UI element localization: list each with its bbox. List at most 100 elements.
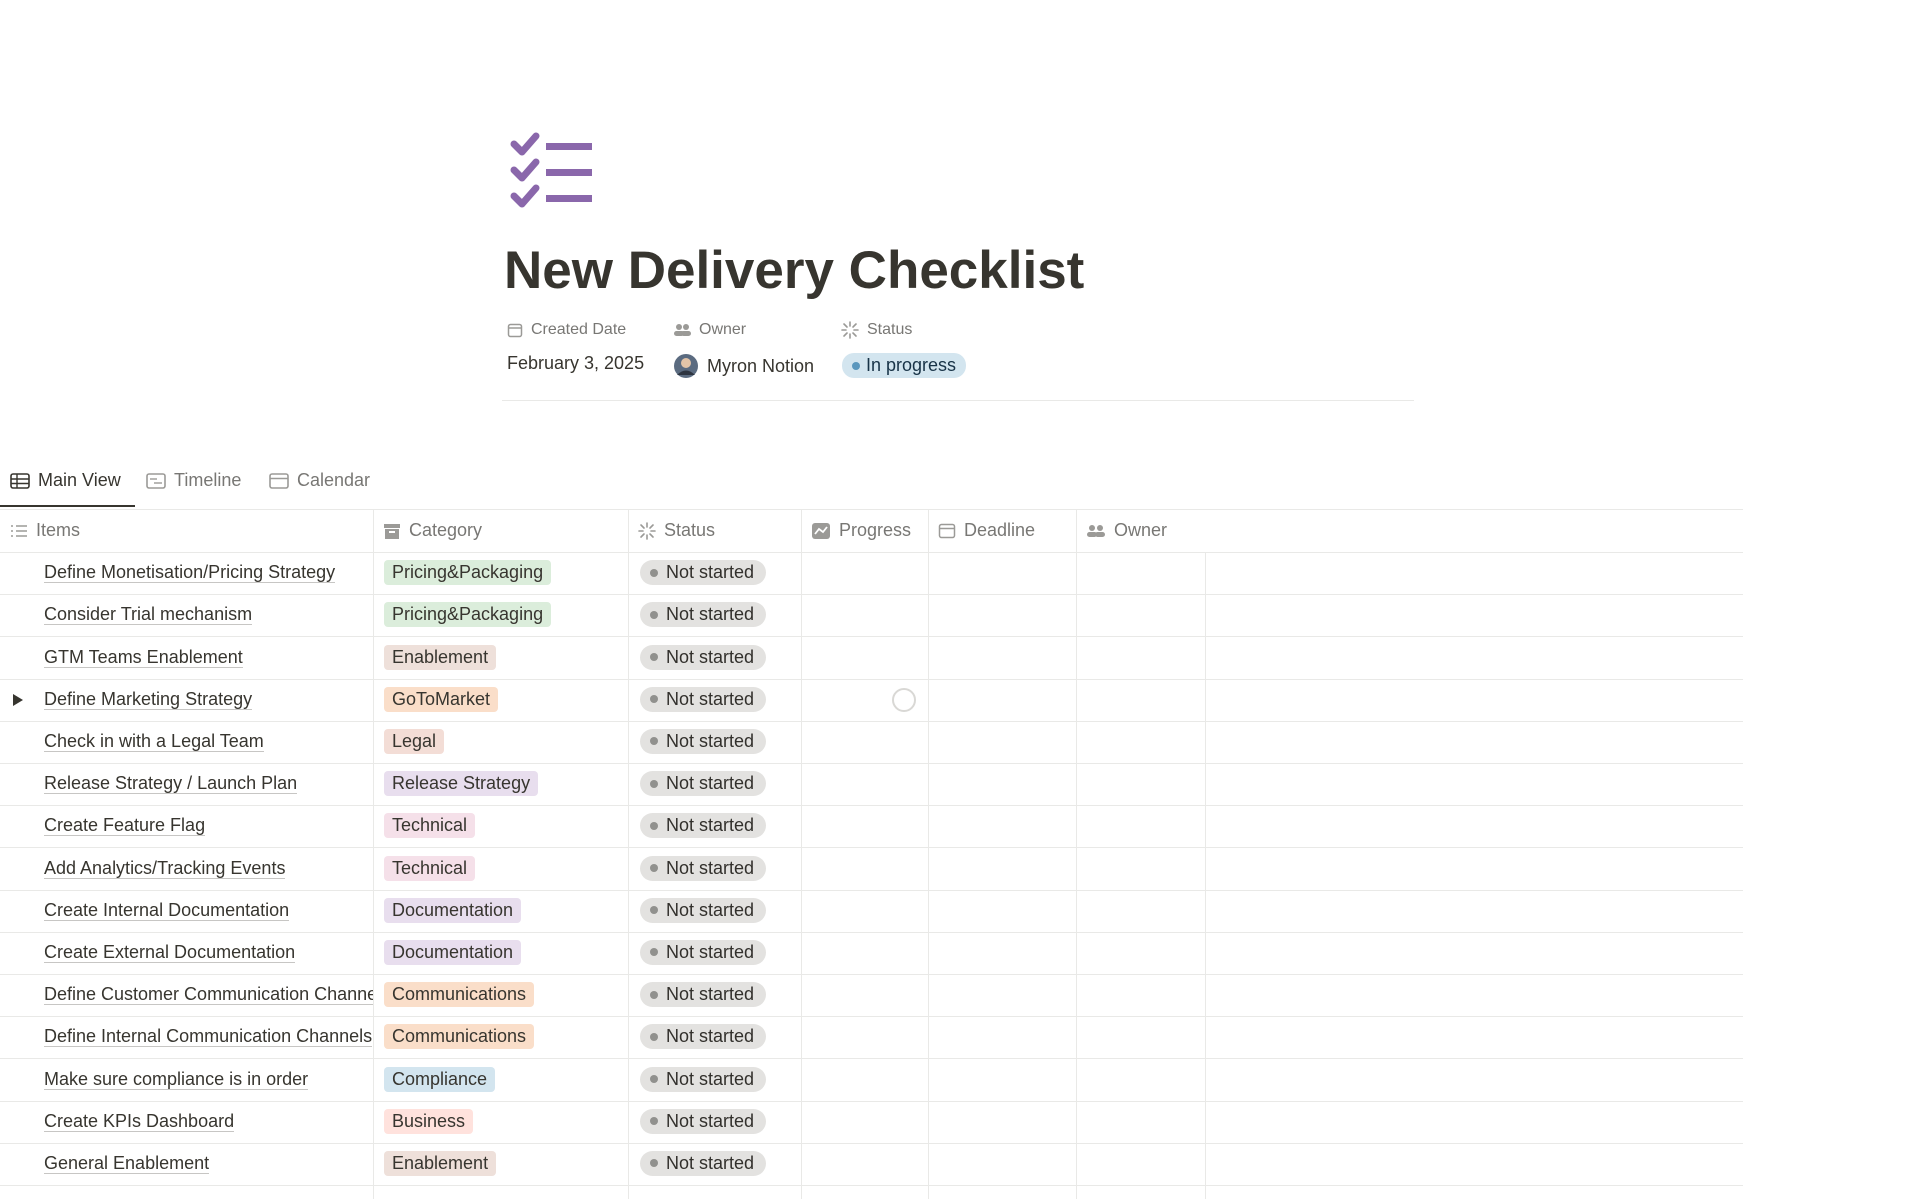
category-tag: Enablement	[384, 1150, 497, 1176]
tab[interactable]: Main View	[10, 470, 121, 491]
status-pill: Not started	[640, 686, 767, 712]
status-pill: Not started	[640, 1024, 767, 1050]
status-text: Not started	[666, 1026, 755, 1047]
status-pill: Not started	[640, 982, 767, 1008]
column-header[interactable]: Owner	[1076, 509, 1205, 552]
status-text: Not started	[666, 1110, 755, 1131]
status-dot	[650, 864, 658, 872]
status-dot	[650, 610, 658, 619]
tab[interactable]: Timeline	[146, 470, 241, 491]
status-pill: Not started	[640, 728, 767, 754]
category-tag: Communications	[384, 1024, 535, 1050]
item-title[interactable]: Check in with a Legal Team	[44, 730, 373, 752]
status-pill: Not started	[640, 897, 767, 923]
item-title[interactable]: Create Internal Documentation	[44, 899, 373, 921]
item-title[interactable]: Define Internal Communication Channels	[44, 1026, 373, 1048]
status-dot	[650, 1075, 658, 1083]
label-text: Owner	[699, 321, 747, 338]
row-divider	[0, 974, 1743, 975]
page-title: New Delivery Checklist	[504, 241, 1085, 300]
separator	[0, 509, 1743, 510]
column-label: Items	[36, 520, 81, 540]
status-dot	[650, 1032, 658, 1041]
item-text: Define Monetisation/Pricing Strategy	[44, 562, 336, 584]
item-title[interactable]: Create KPIs Dashboard	[44, 1110, 373, 1132]
item-title[interactable]: Release Strategy / Launch Plan	[44, 773, 373, 795]
column-icon	[1086, 523, 1106, 539]
status-text: Not started	[666, 815, 755, 836]
item-title[interactable]: Define Customer Communication Channels	[44, 984, 373, 1006]
item-text: Define Marketing Strategy	[44, 688, 253, 710]
divider	[502, 400, 1414, 401]
column-divider	[628, 509, 629, 1199]
item-title[interactable]: Create External Documentation	[44, 941, 373, 963]
category-tag: Business	[384, 1108, 474, 1134]
item-title[interactable]: GTM Teams Enablement	[44, 646, 373, 668]
item-title[interactable]: Make sure compliance is in order	[44, 1068, 373, 1090]
avatar	[674, 354, 698, 378]
item-text: Define Internal Communication Channels	[44, 1026, 373, 1048]
property-value[interactable]: Myron Notion	[673, 353, 814, 379]
status-text: Not started	[666, 773, 755, 794]
status-text: Not started	[666, 1068, 755, 1089]
item-text: General Enablement	[44, 1152, 210, 1174]
row-divider	[0, 720, 1743, 722]
column-header[interactable]: Deadline	[928, 509, 1076, 552]
row-divider	[0, 1185, 1743, 1186]
item-title[interactable]: Define Marketing Strategy	[44, 688, 373, 710]
status-text: Not started	[666, 604, 755, 625]
status-pill: Not started	[640, 855, 767, 881]
status-text: Not started	[666, 688, 755, 709]
item-title[interactable]: Create Feature Flag	[44, 815, 373, 837]
status-text: Not started	[666, 1152, 755, 1173]
status-text: Not started	[666, 899, 755, 920]
status-dot	[650, 1117, 658, 1126]
status-dot	[650, 990, 658, 999]
status-pill: Not started	[640, 1150, 767, 1176]
tab[interactable]: Calendar	[269, 470, 370, 491]
row-divider	[0, 847, 1743, 849]
status-pill: Not started	[640, 602, 767, 628]
column-divider	[373, 509, 374, 1199]
item-title[interactable]: Add Analytics/Tracking Events	[44, 857, 373, 879]
status-dot	[650, 1159, 658, 1168]
label-text: Created Date	[531, 321, 627, 338]
column-header[interactable]: Status	[628, 509, 801, 552]
property-label: Status	[841, 321, 912, 339]
status-text: Not started	[666, 984, 755, 1005]
property-value: February 3, 2025	[507, 353, 644, 374]
row-divider	[0, 889, 1743, 891]
page-icon	[510, 132, 592, 208]
column-header[interactable]: Category	[373, 509, 628, 552]
row-divider	[0, 594, 1743, 596]
row-divider	[0, 552, 1743, 553]
item-title[interactable]: General Enablement	[44, 1152, 373, 1174]
status-pill: Not started	[640, 771, 767, 797]
category-tag: Enablement	[384, 644, 497, 670]
category-tag: Communications	[384, 982, 535, 1008]
status-dot	[650, 737, 658, 746]
row-divider	[0, 1142, 1743, 1144]
expand-toggle[interactable]	[13, 693, 23, 706]
status-dot	[650, 779, 658, 788]
column-label: Status	[664, 520, 716, 540]
status-dot	[650, 568, 658, 577]
status-dot	[650, 821, 658, 830]
column-divider	[801, 509, 802, 1199]
property-value[interactable]: In progress	[842, 353, 967, 378]
column-header[interactable]: Items	[0, 509, 373, 552]
tab-label: Main View	[38, 470, 121, 490]
item-title[interactable]: Consider Trial mechanism	[44, 604, 373, 626]
status-text: Not started	[666, 730, 755, 751]
column-icon	[638, 521, 656, 540]
column-icon	[811, 522, 831, 540]
property-label: Owner	[673, 321, 746, 339]
column-header[interactable]: Progress	[801, 509, 928, 552]
icon	[812, 522, 830, 539]
item-title[interactable]: Define Monetisation/Pricing Strategy	[44, 562, 373, 584]
icon	[938, 523, 956, 538]
value-text: In progress	[866, 355, 957, 375]
category-tag: Pricing&Packaging	[384, 602, 552, 628]
item-text: Define Customer Communication Channels	[44, 984, 373, 1006]
column-icon	[10, 523, 28, 539]
